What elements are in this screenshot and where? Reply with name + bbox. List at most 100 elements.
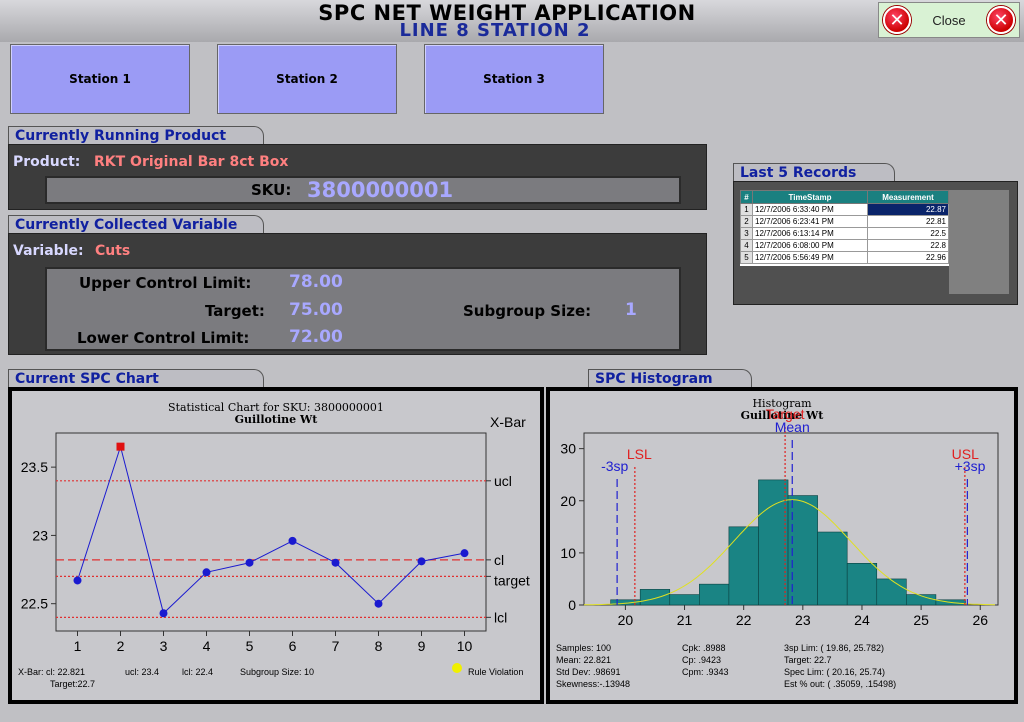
y-tick-label: 20	[560, 493, 576, 509]
measurement-cell: 22.87	[867, 203, 949, 216]
data-point	[245, 558, 254, 567]
station-2-button[interactable]: Station 2	[217, 44, 397, 114]
x-tick-label: 26	[972, 612, 988, 628]
table-row[interactable]: 3 12/7/2006 6:13:14 PM 22.5	[740, 227, 949, 240]
timestamp-cell: 12/7/2006 6:08:00 PM	[752, 239, 868, 252]
limits-box: Upper Control Limit: 78.00 Target: 75.00…	[45, 267, 681, 351]
y-tick-label: 0	[568, 597, 576, 613]
table-row[interactable]: 4 12/7/2006 6:08:00 PM 22.8	[740, 239, 949, 252]
row-number: 3	[740, 227, 753, 240]
footer-cl: X-Bar: cl: 22.821	[18, 667, 86, 677]
y-tick-label: 30	[560, 441, 576, 457]
row-number: 5	[740, 251, 753, 264]
histogram-tab: SPC Histogram	[588, 369, 752, 387]
x-tick-label: 3	[160, 638, 168, 654]
x-tick-label: 4	[203, 638, 211, 654]
table-row[interactable]: 2 12/7/2006 6:23:41 PM 22.81	[740, 215, 949, 228]
footer-ucl: ucl: 23.4	[125, 667, 160, 677]
data-point	[202, 568, 211, 577]
timestamp-cell: 12/7/2006 5:56:49 PM	[752, 251, 868, 264]
data-point	[331, 558, 340, 567]
x-tick-label: 24	[854, 612, 870, 628]
lcl-label: lcl	[494, 609, 507, 625]
stat-spec-lim: Spec Lim: ( 20.16, 25.74)	[784, 667, 886, 677]
marker-label: Mean	[775, 419, 810, 435]
station-1-button[interactable]: Station 1	[10, 44, 190, 114]
marker-label: USL	[952, 446, 979, 462]
variable-value: Cuts	[95, 243, 131, 259]
data-point	[73, 576, 82, 585]
measurement-cell: 22.5	[867, 227, 949, 240]
x-tick-label: 8	[375, 638, 383, 654]
histogram-subtitle: Guillotine Wt	[741, 409, 825, 422]
records-header-row: # TimeStamp Measurement	[740, 190, 949, 204]
histogram-bar	[758, 479, 789, 606]
timestamp-cell: 12/7/2006 6:33:40 PM	[752, 203, 868, 216]
product-tab: Currently Running Product	[8, 126, 264, 144]
x-tick-label: 5	[246, 638, 254, 654]
row-number: 1	[740, 203, 753, 216]
sku-box: SKU: 3800000001	[45, 176, 681, 204]
data-point	[374, 599, 383, 608]
close-label: Close	[932, 12, 966, 28]
stat-cpm: Cpm: .9343	[682, 667, 729, 677]
y-tick-label: 10	[560, 545, 576, 561]
data-point	[159, 609, 168, 618]
normal-curve	[584, 499, 995, 606]
product-panel: Product: RKT Original Bar 8ct Box SKU: 3…	[8, 144, 707, 210]
series-line	[77, 444, 465, 615]
footer-subgroup: Subgroup Size: 10	[240, 667, 315, 677]
rule-violation-label: Rule Violation	[468, 667, 524, 677]
stat-stddev: Std Dev: .98691	[556, 667, 621, 677]
x-tick-label: 7	[332, 638, 340, 654]
histogram-frame: Histogram Guillotine Wt 0 10 20 30 20 21 22 23 24 2…	[546, 387, 1018, 704]
product-value: RKT Original Bar 8ct Box	[94, 154, 289, 170]
measurement-cell: 22.81	[867, 215, 949, 228]
row-number: 2	[740, 215, 753, 228]
x-tick-label: 2	[117, 638, 125, 654]
histogram-bar	[639, 589, 671, 606]
timestamp-cell: 12/7/2006 6:23:41 PM	[752, 215, 868, 228]
stat-target: Target: 22.7	[784, 655, 832, 665]
column-header: Measurement	[867, 190, 949, 204]
chart-title: Statistical Chart for SKU: 3800000001	[168, 401, 384, 414]
lcl-label: Lower Control Limit:	[77, 329, 250, 347]
spc-chart: Statistical Chart for SKU: 3800000001Gui…	[21, 401, 530, 654]
histogram-bar	[728, 526, 759, 606]
subgroup-label: Subgroup Size:	[463, 302, 592, 320]
marker-label: Target	[766, 406, 805, 422]
table-row[interactable]: 1 12/7/2006 6:33:40 PM 22.87	[740, 203, 949, 216]
x-tick-label: 20	[618, 612, 634, 628]
marker-label: -3sp	[601, 458, 628, 474]
column-header: #	[740, 190, 753, 204]
x-tick-label: 1	[74, 638, 82, 654]
measurement-cell: 22.96	[867, 251, 949, 264]
title-bar: SPC NET WEIGHT APPLICATION LINE 8 STATIO…	[0, 0, 1024, 42]
column-header: TimeStamp	[752, 190, 868, 204]
measurement-cell: 22.8	[867, 239, 949, 252]
records-grid-empty-area	[949, 190, 1009, 294]
rule-violation-icon	[452, 663, 462, 673]
records-grid[interactable]: # TimeStamp Measurement 1 12/7/2006 6:33…	[740, 190, 949, 266]
x-tick-label: 23	[795, 612, 811, 628]
target-label: target	[494, 572, 530, 588]
stat-est-out: Est % out: ( .35059, .15498)	[784, 679, 897, 689]
target-value: 75.00	[289, 300, 343, 320]
histogram-bar	[787, 495, 818, 606]
x-tick-label: 22	[736, 612, 752, 628]
table-row[interactable]: 5 12/7/2006 5:56:49 PM 22.96	[740, 251, 949, 264]
stat-mean: Mean: 22.821	[556, 655, 612, 665]
spc-chart-area: Statistical Chart for SKU: 3800000001 Gui…	[12, 391, 540, 700]
variable-tab: Currently Collected Variable	[8, 215, 264, 233]
ucl-label: ucl	[494, 473, 512, 489]
x-tick-label: 25	[913, 612, 929, 628]
station-3-button[interactable]: Station 3	[424, 44, 604, 114]
stat-samples: Samples: 100	[556, 643, 612, 653]
data-point	[417, 557, 426, 566]
violation-point	[116, 442, 125, 451]
spc-chart-tab: Current SPC Chart	[8, 369, 264, 387]
x-tick-label: 10	[457, 638, 473, 654]
close-button[interactable]: ✕ Close ✕	[878, 2, 1020, 38]
histogram-area: Histogram Guillotine Wt 0 10 20 30 20 21 22 23 24 2…	[550, 391, 1014, 700]
histogram-bar	[846, 563, 878, 606]
